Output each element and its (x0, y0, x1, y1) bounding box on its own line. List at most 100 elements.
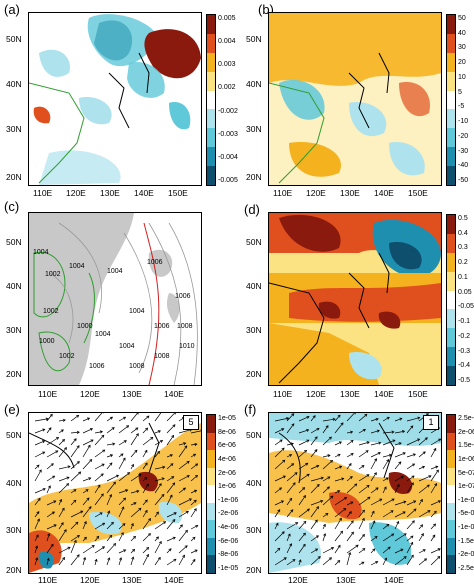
wind-vector-head (383, 486, 387, 490)
wind-vector (34, 469, 42, 482)
wind-vector (274, 509, 281, 518)
wind-vector (94, 473, 104, 482)
panel-e-map: 5 (28, 412, 202, 574)
wind-vector-head (102, 449, 106, 453)
wind-vector (430, 438, 441, 446)
contour-label-11: 1006 (154, 323, 170, 330)
wind-vector-head (193, 499, 197, 503)
wind-vector-head (277, 509, 281, 513)
wind-vector (70, 415, 79, 422)
wind-vector (118, 425, 129, 434)
wind-vector (154, 466, 165, 470)
wind-vector-head (59, 498, 63, 503)
wind-vector (190, 475, 198, 482)
wind-vector-head (421, 533, 424, 537)
wind-vector (58, 499, 62, 506)
colorbar-label: 2e-06 (458, 428, 474, 436)
wind-vector-head (161, 493, 165, 497)
wind-vector (70, 445, 80, 458)
colorbar-segment (207, 555, 215, 574)
wind-vector (382, 477, 389, 482)
wind-vector (346, 531, 354, 542)
wind-vector (70, 431, 80, 434)
colorbar-label: -4e-06 (218, 524, 239, 532)
wind-vector (418, 533, 424, 542)
wind-vector-head (373, 472, 377, 476)
colorbar-label: 2.5e-06 (458, 415, 474, 422)
wind-vector-head (76, 445, 80, 449)
wind-vector-head (35, 545, 39, 549)
wind-vector (34, 464, 40, 470)
wind-vector (70, 499, 77, 506)
wind-vector (334, 466, 342, 470)
colorbar-segment (447, 415, 455, 434)
wind-vector (382, 498, 395, 506)
wind-vector (394, 418, 402, 422)
wind-vector (46, 427, 52, 434)
wind-vector-head (282, 459, 286, 463)
wind-vector-head (348, 463, 352, 467)
wind-vector (298, 559, 301, 566)
colorbar-segment (447, 215, 455, 235)
wind-vector (370, 536, 378, 542)
wind-vector (298, 508, 310, 518)
panel-f-lat-20: 20N (246, 565, 262, 575)
colorbar-label: -6e-06 (218, 537, 239, 545)
wind-vector (94, 546, 105, 554)
wind-vector (142, 518, 151, 530)
wind-vector-head (320, 499, 324, 503)
wind-vector (46, 533, 50, 542)
wind-vector (106, 454, 113, 458)
wind-vector-head (184, 529, 188, 533)
wind-vector-head (340, 530, 343, 534)
wind-vector (310, 484, 320, 494)
wind-vector-head (122, 457, 126, 461)
wind-vector-head (120, 453, 124, 457)
wind-vector-head (179, 524, 183, 528)
wind-vector (298, 429, 309, 434)
wind-vector-head (182, 554, 185, 558)
wind-vector (286, 498, 293, 506)
wind-vector (154, 483, 162, 494)
wind-vector-head (350, 453, 354, 456)
wind-vector (46, 437, 59, 446)
wind-vector-head (64, 447, 67, 451)
wind-vector (118, 497, 126, 506)
wind-vector-head (337, 453, 341, 457)
wind-vector-head (412, 453, 416, 457)
wind-vector-head (354, 413, 356, 415)
wind-vector (322, 436, 332, 446)
wind-vector (70, 540, 77, 554)
wind-vector-head (306, 439, 310, 443)
colorbar-segment (447, 347, 455, 367)
wind-vector (334, 414, 341, 422)
wind-vector-head (97, 484, 101, 488)
wind-vector-head (421, 465, 426, 469)
wind-vector (34, 557, 38, 566)
wind-vector-head (131, 463, 134, 468)
wind-vector (166, 424, 176, 434)
wind-vector (94, 413, 103, 422)
colorbar-label: -5e-07 (458, 510, 474, 518)
wind-vector (370, 520, 376, 530)
wind-vector (334, 422, 344, 434)
wind-vector (310, 506, 319, 518)
wind-vector-head (76, 554, 80, 558)
wind-vector (58, 546, 71, 554)
wind-vector (358, 450, 369, 458)
wind-vector (370, 548, 376, 554)
colorbar-label: 1e-06 (458, 455, 474, 463)
wind-vector (106, 543, 116, 554)
wind-vector (58, 507, 65, 518)
wind-vector-head (99, 512, 103, 516)
wind-vector (34, 545, 38, 554)
wind-vector-head (83, 556, 87, 561)
wind-vector-head (384, 557, 388, 561)
colorbar-label: 4e-06 (218, 455, 236, 463)
wind-vector (58, 477, 70, 482)
wind-vector-head (123, 497, 127, 501)
colorbar-segment (447, 147, 455, 167)
wind-vector-head (325, 512, 329, 516)
wind-vector (58, 522, 64, 530)
wind-vector (394, 521, 399, 530)
